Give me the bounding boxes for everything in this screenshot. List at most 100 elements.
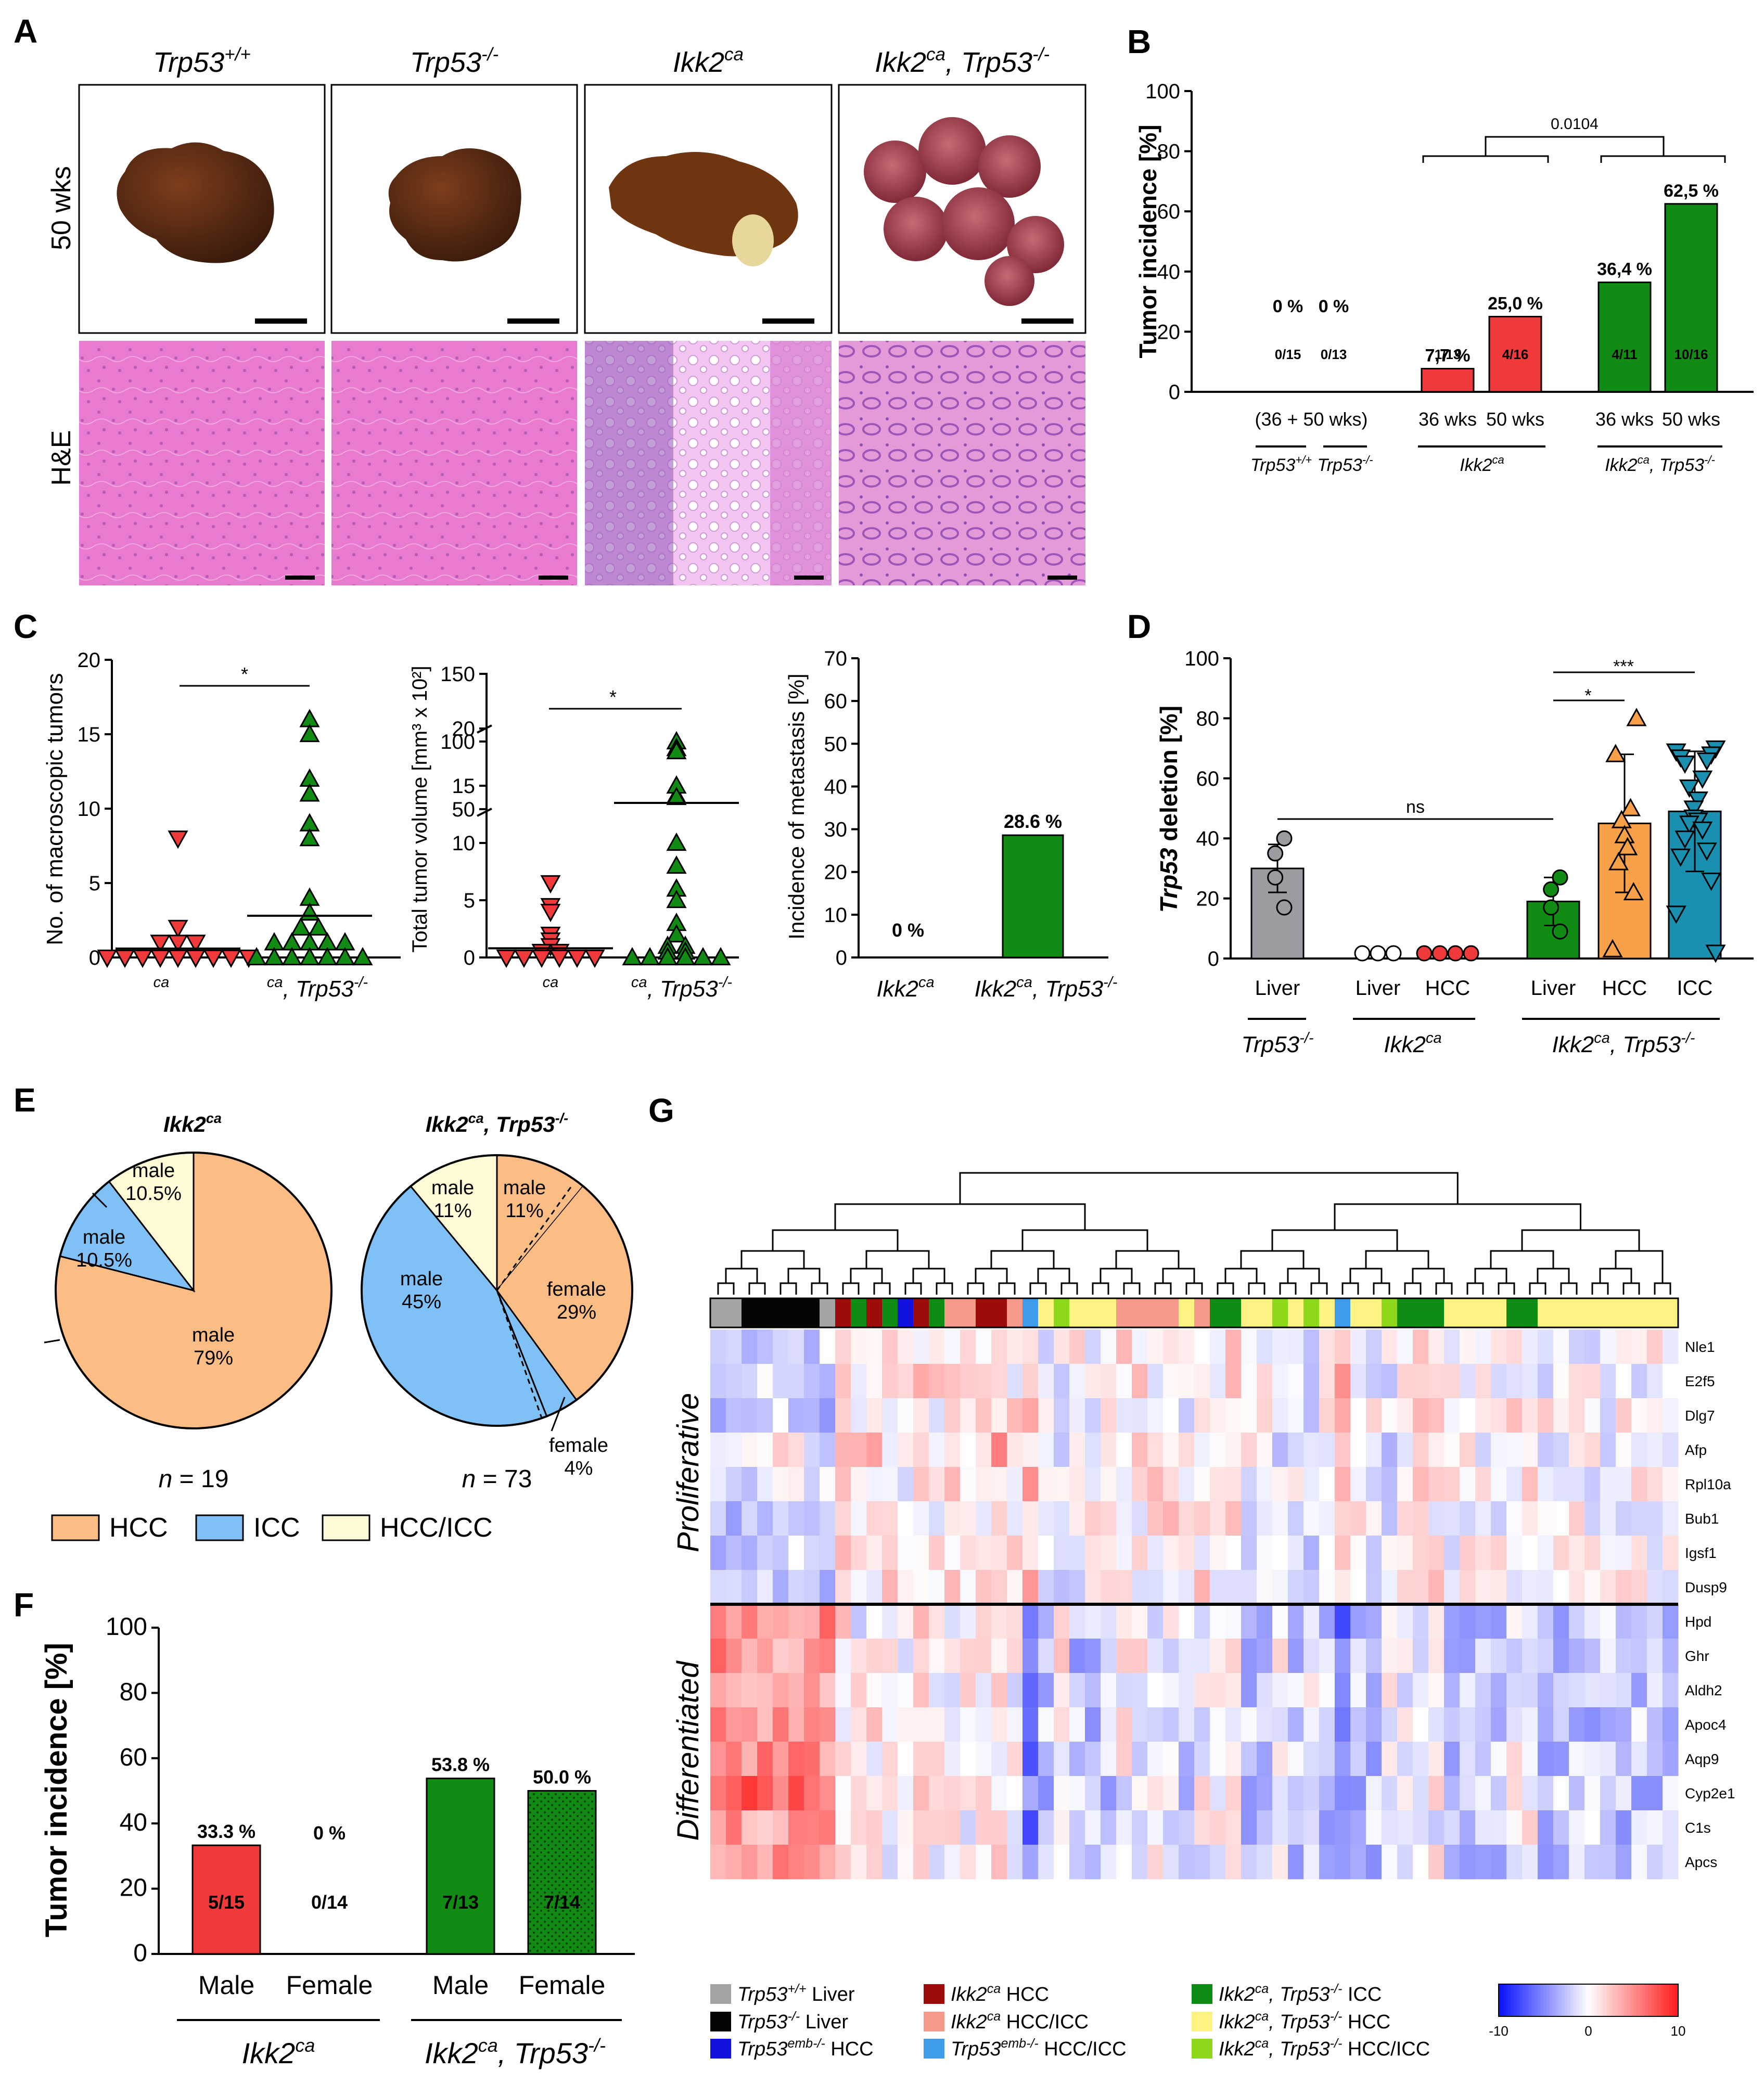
column-group-cell (1288, 1298, 1304, 1327)
heatmap-cell (1022, 1673, 1039, 1708)
heatmap-cell (1584, 1364, 1601, 1399)
bar-fraction-label: 7/14 (544, 1891, 580, 1913)
heatmap-cell (1022, 1742, 1039, 1777)
superscript: ca (1255, 1982, 1269, 1996)
heatmap-cell (1491, 1330, 1507, 1364)
heatmap-cell (1007, 1604, 1023, 1639)
heatmap-cell (1085, 1364, 1101, 1399)
triangle-down-point (150, 949, 171, 968)
heatmap-cell (1647, 1639, 1663, 1673)
heatmap-cell (773, 1604, 789, 1639)
heatmap-cell (960, 1501, 976, 1536)
heatmap-cell (882, 1810, 898, 1845)
y-tick-label: 0 (133, 1939, 147, 1967)
heatmap-cell (1600, 1536, 1616, 1570)
dendrogram-branch (912, 1268, 945, 1283)
heatmap-cell (1600, 1776, 1616, 1811)
legend-label: Ikk2ca HCC/ICC (951, 2009, 1089, 2033)
heatmap-cell (1210, 1707, 1226, 1742)
heatmap-cell (1241, 1467, 1257, 1502)
heatmap-cell (882, 1398, 898, 1433)
dendrogram-branch (850, 1268, 883, 1283)
genotype-text: Ikk2 (875, 47, 926, 78)
heatmap-cell (1303, 1330, 1320, 1364)
heatmap-cell (882, 1467, 898, 1502)
y-tick-label: 20 (824, 861, 848, 884)
heatmap-cell (1257, 1845, 1273, 1880)
heatmap-cell (1101, 1536, 1117, 1570)
triangle-down-point (540, 903, 561, 923)
heatmap-cell (804, 1742, 820, 1777)
column-group-cell (1007, 1298, 1023, 1327)
genotype-text: Ikk2 (951, 1984, 987, 2005)
heatmap-cell (1132, 1845, 1148, 1880)
triangle-up-point (290, 917, 311, 936)
heatmap-cell (1350, 1433, 1366, 1467)
genotype-text: Trp53 (1250, 455, 1295, 475)
heatmap-cell (773, 1845, 789, 1880)
dendrogram-branch (811, 1282, 828, 1295)
color-scale-cell (1642, 1984, 1646, 2016)
heatmap-cell (1444, 1501, 1460, 1536)
genotype-text: Ikk2 (1460, 455, 1492, 475)
heatmap-cell (1647, 1330, 1663, 1364)
heatmap-cell (1257, 1570, 1273, 1605)
genotype-text: Ikk2 (1219, 2038, 1255, 2060)
heatmap-cell (1335, 1604, 1351, 1639)
heatmap-cell (1054, 1536, 1070, 1570)
genotype-text: Ikk2 (975, 976, 1017, 1002)
heatmap-cell (1475, 1364, 1491, 1399)
dendrogram-branch (967, 1282, 985, 1295)
heatmap-cell (1085, 1639, 1101, 1673)
genotype-text: , Trp53 (945, 47, 1032, 78)
heatmap-cell (1631, 1398, 1647, 1433)
heatmap-cell (1335, 1536, 1351, 1570)
color-scale-cell (1564, 1984, 1568, 2016)
heatmap-cell (1616, 1433, 1632, 1467)
heatmap-cell (1569, 1570, 1585, 1605)
column-group-cell (1413, 1298, 1429, 1327)
column-group-cell (835, 1298, 851, 1327)
column-group-cell (788, 1298, 804, 1327)
x-tick-label: ca (543, 974, 559, 991)
x-tick-label: 36 wks (1595, 408, 1654, 430)
triangle-down-point (168, 919, 188, 938)
heatmap-cell (1007, 1501, 1023, 1536)
heatmap-cell (1085, 1604, 1101, 1639)
heatmap-cell (1288, 1707, 1304, 1742)
heatmap-cell (1663, 1604, 1679, 1639)
y-axis-title: Total tumor volume [mm³ x 10²] (408, 666, 431, 952)
superscript: -/- (787, 2009, 800, 2024)
heatmap-cell (710, 1742, 726, 1777)
heatmap-cell (1569, 1467, 1585, 1502)
heatmap-cell (1069, 1639, 1085, 1673)
heatmap-cell (1553, 1398, 1569, 1433)
y-tick-label: 60 (1157, 200, 1181, 223)
heatmap-cell (1101, 1433, 1117, 1467)
heatmap-cell (1584, 1742, 1601, 1777)
heatmap-cell (804, 1810, 820, 1845)
triangle-up-point (675, 947, 696, 966)
heatmap-cell (929, 1810, 945, 1845)
heatmap-cell (1288, 1810, 1304, 1845)
heatmap-cell (1038, 1433, 1054, 1467)
heatmap-cell (1350, 1501, 1366, 1536)
x-tick-label: (36 + 50 wks) (1255, 408, 1367, 430)
heatmap-row-label: Aqp9 (1685, 1751, 1719, 1767)
superscript: ca (1255, 2009, 1269, 2024)
heatmap-cell (1444, 1536, 1460, 1570)
color-scale-cell (1540, 1984, 1544, 2016)
heatmap-cell (835, 1742, 851, 1777)
heatmap-cell (1069, 1742, 1085, 1777)
heatmap-cell (1491, 1570, 1507, 1605)
heatmap-cell (976, 1364, 992, 1399)
column-group-cell (1382, 1298, 1398, 1327)
heatmap-cell (991, 1604, 1007, 1639)
column-group-cell (1522, 1298, 1538, 1327)
heatmap-cell (1584, 1398, 1601, 1433)
color-scale-tick-label: 0 (1584, 2023, 1592, 2039)
heatmap-cell (1475, 1845, 1491, 1880)
